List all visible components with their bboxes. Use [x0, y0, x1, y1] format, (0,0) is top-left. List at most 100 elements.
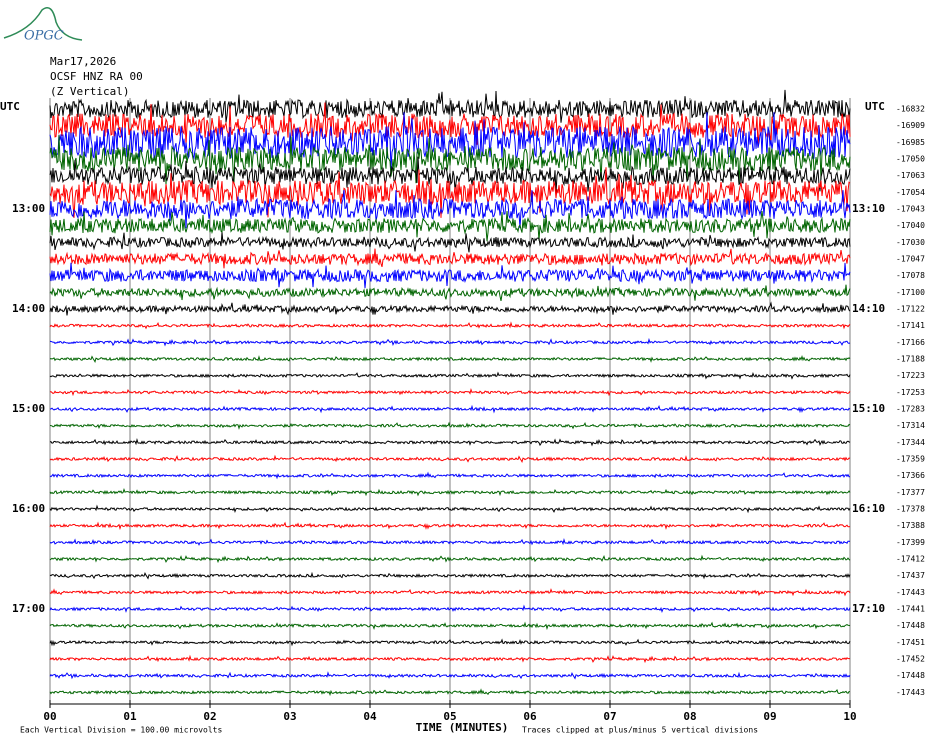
seismic-trace: [49, 232, 851, 253]
trace-offset: -17412: [896, 555, 925, 564]
trace-offset: -17040: [896, 221, 925, 230]
clip-note: Traces clipped at plus/minus 5 vertical …: [522, 726, 758, 735]
left-unit: UTC: [0, 100, 20, 113]
seismic-trace: [49, 248, 851, 269]
x-tick-label: 00: [43, 710, 56, 723]
trace-offset: -17050: [896, 155, 925, 164]
seismic-trace: [49, 487, 851, 497]
seismic-trace: [49, 638, 851, 647]
trace-offset: -17141: [896, 321, 925, 330]
hour-label: 15:10: [852, 402, 885, 415]
seismic-trace: [49, 688, 850, 697]
trace-offset: -17188: [896, 355, 925, 364]
trace-offset: -17451: [896, 638, 925, 647]
trace-offset: -17283: [896, 405, 925, 414]
seismic-trace: [49, 521, 851, 531]
seismic-trace: [49, 89, 851, 123]
trace-offset: -17452: [896, 655, 925, 664]
grid: [49, 98, 851, 708]
hour-label: 16:00: [12, 502, 45, 515]
seismic-trace: [49, 504, 851, 514]
trace-offset: -16909: [896, 121, 925, 130]
trace-offset: -17078: [896, 271, 925, 280]
seismic-trace: [49, 167, 851, 218]
logo-shape: [3, 7, 83, 41]
x-axis-label: TIME (MINUTES): [416, 721, 509, 734]
seismic-trace: [49, 571, 851, 580]
trace-offset: -17063: [896, 171, 925, 180]
hour-label: 13:00: [12, 202, 45, 215]
x-tick-label: 01: [123, 710, 137, 723]
seismic-trace: [49, 454, 851, 463]
trace-offset: -17366: [896, 471, 925, 480]
trace-offset: -17223: [896, 371, 925, 380]
hour-label: 16:10: [852, 502, 885, 515]
right-unit: UTC: [865, 100, 885, 113]
seismic-trace: [49, 371, 851, 380]
trace-offset: -17122: [896, 305, 925, 314]
x-tick-label: 02: [203, 710, 216, 723]
x-tick-label: 10: [843, 710, 856, 723]
seismic-trace: [49, 654, 851, 664]
trace-offset: -17166: [896, 338, 925, 347]
seismic-trace: [49, 404, 851, 414]
trace-offset: -17448: [896, 671, 925, 680]
seismic-trace: [49, 190, 851, 229]
traces: [49, 89, 851, 697]
seismic-trace: [49, 301, 851, 316]
seismic-trace: [49, 387, 851, 397]
seismic-trace: [49, 134, 851, 185]
seismic-trace: [49, 156, 851, 193]
trace-offset: -17030: [896, 238, 925, 247]
date: Mar17,2026: [50, 55, 116, 68]
x-tick-label: 04: [363, 710, 377, 723]
trace-offset: -17043: [896, 205, 925, 214]
trace-offset: -17359: [896, 455, 925, 464]
seismic-trace: [49, 604, 851, 614]
hour-label: 15:00: [12, 402, 45, 415]
trace-offset: -17388: [896, 521, 925, 530]
hour-label: 17:10: [852, 602, 885, 615]
trace-offset: -17399: [896, 538, 925, 547]
trace-offset: -17377: [896, 488, 925, 497]
trace-offset: -16985: [896, 138, 925, 147]
component: (Z Vertical): [50, 85, 129, 98]
x-tick-label: 08: [683, 710, 696, 723]
hour-label: 17:00: [12, 602, 45, 615]
hour-label: 14:00: [12, 302, 45, 315]
trace-offset: -16832: [896, 105, 925, 114]
seismic-trace: [49, 671, 851, 680]
seismic-trace: [49, 471, 850, 480]
x-tick-label: 07: [603, 710, 616, 723]
seismic-trace: [49, 337, 851, 347]
trace-offset: -17054: [896, 188, 925, 197]
seismic-trace: [49, 438, 851, 447]
trace-offset: -17253: [896, 388, 925, 397]
seismic-trace: [49, 588, 851, 597]
seismic-trace: [49, 421, 851, 430]
seismic-trace: [49, 284, 851, 302]
logo: OPGC: [24, 29, 64, 44]
x-tick-label: 03: [283, 710, 296, 723]
trace-offset: -17448: [896, 621, 925, 630]
seismic-trace: [49, 211, 851, 242]
trace-offset: -17344: [896, 438, 925, 447]
trace-offset: -17443: [896, 588, 925, 597]
x-tick-label: 05: [443, 710, 456, 723]
x-tick-label: 06: [523, 710, 537, 723]
trace-offset: -17437: [896, 571, 925, 580]
seismic-trace: [49, 321, 851, 330]
trace-offset: -17441: [896, 605, 925, 614]
x-tick-label: 09: [763, 710, 776, 723]
seismic-trace: [49, 102, 851, 148]
trace-offset: -17378: [896, 505, 925, 514]
seismic-trace: [49, 262, 851, 289]
seismic-trace: [49, 554, 851, 564]
seismic-trace: [49, 538, 851, 546]
hour-label: 13:10: [852, 202, 885, 215]
scale-note: Each Vertical Division = 100.00 microvol…: [20, 726, 222, 735]
seismic-trace: [49, 621, 851, 631]
trace-offset: -17443: [896, 688, 925, 697]
station: OCSF HNZ RA 00: [50, 70, 143, 83]
